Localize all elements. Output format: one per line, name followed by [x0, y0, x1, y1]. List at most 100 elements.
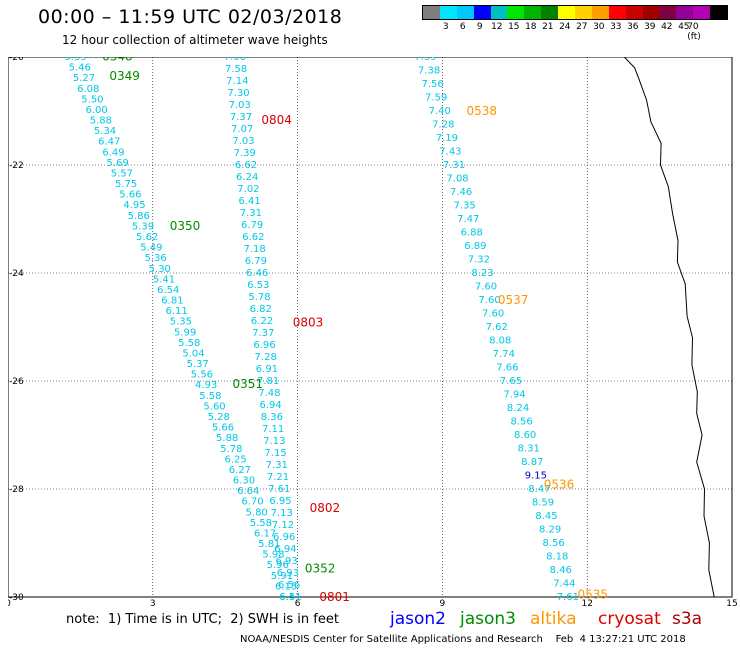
pass-time-label: 0804 — [261, 113, 292, 127]
swh-value: 6.24 — [236, 172, 258, 183]
y-tick-label: -22 — [9, 161, 24, 171]
swh-value: 5.78 — [220, 444, 242, 455]
swh-value: 6.22 — [251, 316, 273, 327]
swh-value: 7.94 — [503, 390, 525, 401]
legend-jason3: jason3 — [460, 609, 516, 629]
swh-value: 8.46 — [550, 565, 572, 576]
swh-value: 6.17 — [254, 528, 276, 539]
y-tick-label: -28 — [9, 485, 24, 495]
swh-value: 7.15 — [264, 448, 286, 459]
x-tick-label: 12 — [581, 599, 592, 607]
colorbar-label: 42 — [661, 22, 673, 32]
swh-value: 5.49 — [140, 243, 162, 254]
swh-value: 7.28 — [255, 352, 277, 363]
x-tick-label: 6 — [295, 599, 301, 607]
swh-value: 6.62 — [235, 160, 257, 171]
swh-value: 6.41 — [279, 592, 301, 603]
swh-value: 7.32 — [468, 255, 490, 266]
swh-value: 7.61 — [557, 592, 579, 603]
swh-value: 8.08 — [489, 336, 511, 347]
pass-time-label: 0538 — [467, 104, 498, 118]
colorbar-swatch — [473, 6, 491, 19]
swh-value: 8.45 — [535, 511, 557, 522]
swh-value: 7.13 — [271, 508, 293, 519]
pass-time-label: 0803 — [293, 316, 324, 330]
swh-value: 6.94 — [274, 544, 296, 555]
swh-value: 8.60 — [514, 430, 536, 441]
pass-time-label: 0535 — [578, 587, 609, 601]
swh-value: 6.47 — [98, 137, 120, 148]
swh-value: 4.95 — [123, 200, 145, 211]
swh-value: 5.37 — [187, 359, 209, 370]
swh-value: 8.47 — [528, 484, 550, 495]
colorbar-label: 36 — [627, 22, 639, 32]
swh-value: 5.91 — [271, 571, 293, 582]
colorbar-label: 12 — [491, 22, 503, 32]
swh-value: 5.34 — [94, 126, 116, 137]
colorbar-swatch — [625, 6, 643, 19]
swh-value: 7.03 — [229, 100, 251, 111]
colorbar-swatch — [642, 6, 660, 19]
swh-value: 6.27 — [229, 465, 251, 476]
swh-value: 6.15 — [275, 581, 297, 592]
pass-time-label: 0537 — [498, 293, 529, 307]
plot-frame — [8, 57, 733, 598]
x-tick-label: 15 — [726, 599, 737, 607]
swh-value: 7.31 — [266, 460, 288, 471]
pass-time-label: 0802 — [310, 501, 341, 515]
colorbar-label: 24 — [559, 22, 571, 32]
coastline — [623, 57, 715, 598]
swh-value: 7.38 — [418, 66, 440, 77]
swh-value: 5.58 — [199, 391, 221, 402]
swh-value: 7.62 — [486, 322, 508, 333]
swh-value: 7.61 — [268, 484, 290, 495]
swh-value: 7.44 — [553, 579, 575, 590]
swh-value: 8.36 — [261, 412, 283, 423]
swh-value: 7.60 — [478, 295, 500, 306]
swh-value: 5.69 — [107, 158, 129, 169]
swh-value: 7.60 — [475, 282, 497, 293]
swh-value: 6.54 — [157, 285, 179, 296]
swh-value: 5.88 — [90, 116, 112, 127]
x-tick-label: 0 — [8, 599, 11, 607]
colorbar-swatch — [439, 6, 457, 19]
swh-value: 7.81 — [257, 376, 279, 387]
swh-value: 5.50 — [81, 94, 103, 105]
colorbar-swatch — [423, 6, 440, 19]
swh-value: 7.28 — [432, 120, 454, 131]
swh-value: 6.70 — [241, 497, 263, 508]
swh-value: 6.30 — [233, 476, 255, 487]
swh-value: 7.03 — [232, 136, 254, 147]
swh-value: 7.02 — [237, 184, 259, 195]
colorbar-swatch — [693, 6, 711, 19]
swh-value: 8.18 — [546, 552, 568, 563]
swh-value: 5.98 — [262, 550, 284, 561]
swh-value: 5.58 — [250, 518, 272, 529]
swh-value: 7.56 — [421, 79, 443, 90]
pass-time-label: 0352 — [305, 561, 336, 575]
swh-value: 5.80 — [246, 507, 268, 518]
swh-value: 7.37 — [230, 112, 252, 123]
swh-value: 5.78 — [248, 292, 270, 303]
colorbar-label: 27 — [576, 22, 588, 32]
swh-value: 5.36 — [144, 253, 166, 264]
credit-line: NOAA/NESDIS Center for Satellite Applica… — [240, 634, 686, 645]
swh-value: 7.60 — [482, 309, 504, 320]
swh-value: 9.15 — [525, 471, 547, 482]
swh-value: 5.39 — [132, 221, 154, 232]
colorbar-label: 39 — [644, 22, 656, 32]
swh-value: 6.25 — [224, 454, 246, 465]
swh-value: 7.59 — [425, 93, 447, 104]
swh-value: 7.08 — [446, 174, 468, 185]
swh-value: 7.07 — [231, 124, 253, 135]
swh-value: 5.60 — [203, 401, 225, 412]
swh-value: 7.65 — [500, 376, 522, 387]
swh-value: 7.13 — [263, 436, 285, 447]
swh-value: 6.91 — [256, 364, 278, 375]
colorbar-swatch — [558, 6, 576, 19]
colorbar-label: 18 — [525, 22, 537, 32]
swh-value: 5.66 — [119, 190, 141, 201]
swh-value: 5.39 — [64, 57, 86, 63]
swh-value: 7.47 — [457, 214, 479, 225]
